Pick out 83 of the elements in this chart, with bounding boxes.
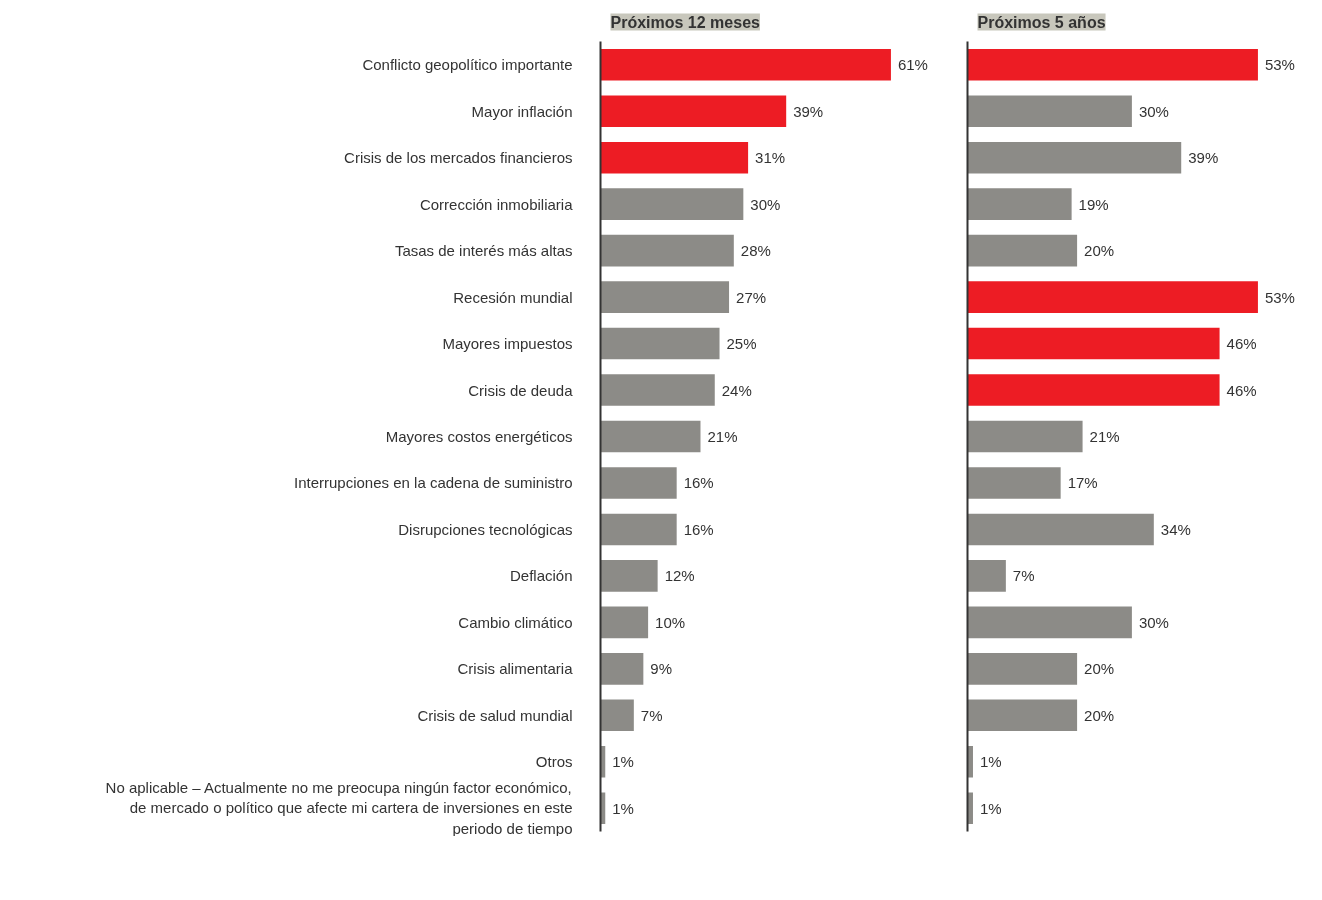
- bar: [967, 141, 1182, 174]
- bar: [600, 327, 720, 360]
- y-tick-label: Crisis alimentaria: [457, 660, 574, 678]
- bar: [600, 374, 715, 406]
- data-label: 21%: [707, 428, 738, 445]
- data-label: 25%: [726, 335, 757, 353]
- data-label: 39%: [793, 102, 824, 120]
- y-tick-label: Crisis de deuda: [468, 381, 574, 399]
- bar: [600, 420, 701, 453]
- bar: [967, 95, 1132, 128]
- bar: [967, 653, 1078, 685]
- bar: [967, 467, 1061, 499]
- y-tick-label: Deflación: [509, 567, 573, 585]
- y-tick-label: Mayores costos energéticos: [385, 428, 573, 445]
- bar: [600, 281, 730, 313]
- y-tick-label: Recesión mundial: [453, 288, 573, 306]
- bar: [600, 48, 891, 81]
- y-tick-label: Corrección inmobiliaria: [419, 195, 574, 213]
- data-label: 12%: [664, 567, 695, 585]
- y-tick-label: Disrupciones tecnológicas: [398, 520, 573, 538]
- y-tick-label: Conflicto geopolítico importante: [362, 56, 573, 74]
- data-label: 53%: [1264, 288, 1295, 306]
- bar: [967, 699, 1078, 732]
- bar: [967, 188, 1072, 220]
- bar: [600, 467, 677, 499]
- y-tick-label: Cambio climático: [458, 613, 573, 631]
- data-label: 7%: [1012, 567, 1035, 585]
- data-label: 16%: [683, 520, 714, 538]
- y-tick-label: Interrupciones en la cadena de suministro: [294, 474, 573, 492]
- bar: [967, 327, 1220, 360]
- bar: [967, 560, 1006, 592]
- data-label: 53%: [1264, 56, 1295, 74]
- chart-title: Próximos 5 años: [977, 13, 1106, 31]
- data-label: 16%: [683, 474, 714, 492]
- bar: [967, 513, 1154, 546]
- bar: [967, 374, 1220, 406]
- y-tick-label: No aplicable – Actualmente no me preocupa ningún factor económico, de mercado o político que afecte mi cartera de inversiones en este periodo de tiempo: [105, 778, 573, 837]
- bar: [600, 560, 658, 592]
- data-label: 46%: [1226, 335, 1257, 353]
- data-label: 1%: [612, 753, 634, 771]
- bar: [967, 234, 1078, 267]
- bar: [600, 234, 734, 267]
- data-label: 1%: [979, 753, 1002, 771]
- data-label: 24%: [721, 381, 752, 399]
- bar: [967, 420, 1083, 453]
- data-label: 34%: [1160, 520, 1191, 538]
- data-label: 30%: [1138, 613, 1169, 631]
- y-tick-label: Otros: [535, 753, 573, 771]
- chart-title: Próximos 12 meses: [610, 13, 761, 31]
- bar: [967, 281, 1258, 313]
- y-tick-label: Crisis de los mercados financieros: [344, 149, 573, 167]
- bar: [600, 141, 749, 174]
- data-label: 17%: [1067, 474, 1098, 492]
- bar: [600, 513, 677, 546]
- data-label: 39%: [1188, 149, 1219, 167]
- bar: [967, 606, 1132, 639]
- data-label: 27%: [736, 288, 767, 306]
- data-label: 19%: [1078, 195, 1109, 213]
- bar: [600, 699, 634, 732]
- data-label: 1%: [612, 799, 634, 817]
- bar: [600, 653, 644, 685]
- data-label: 1%: [979, 799, 1002, 817]
- y-tick-label: Crisis de salud mundial: [417, 706, 573, 724]
- y-tick-label: Mayor inflación: [471, 102, 573, 120]
- data-label: 61%: [897, 56, 928, 74]
- data-label: 46%: [1226, 381, 1257, 399]
- bar: [600, 95, 787, 128]
- data-label: 20%: [1084, 242, 1115, 260]
- data-label: 20%: [1084, 660, 1115, 678]
- data-label: 28%: [740, 242, 771, 260]
- data-label: 20%: [1084, 706, 1115, 724]
- data-label: 9%: [650, 660, 673, 678]
- bar: [967, 48, 1258, 81]
- data-label: 21%: [1089, 428, 1120, 445]
- data-label: 30%: [750, 195, 781, 213]
- bar: [600, 606, 649, 639]
- y-tick-label: Mayores impuestos: [442, 335, 573, 353]
- data-label: 31%: [755, 149, 786, 167]
- data-label: 30%: [1138, 102, 1169, 120]
- y-tick-label: Tasas de interés más altas: [394, 242, 573, 260]
- data-label: 10%: [655, 613, 686, 631]
- data-label: 7%: [640, 706, 663, 724]
- bar: [600, 188, 744, 220]
